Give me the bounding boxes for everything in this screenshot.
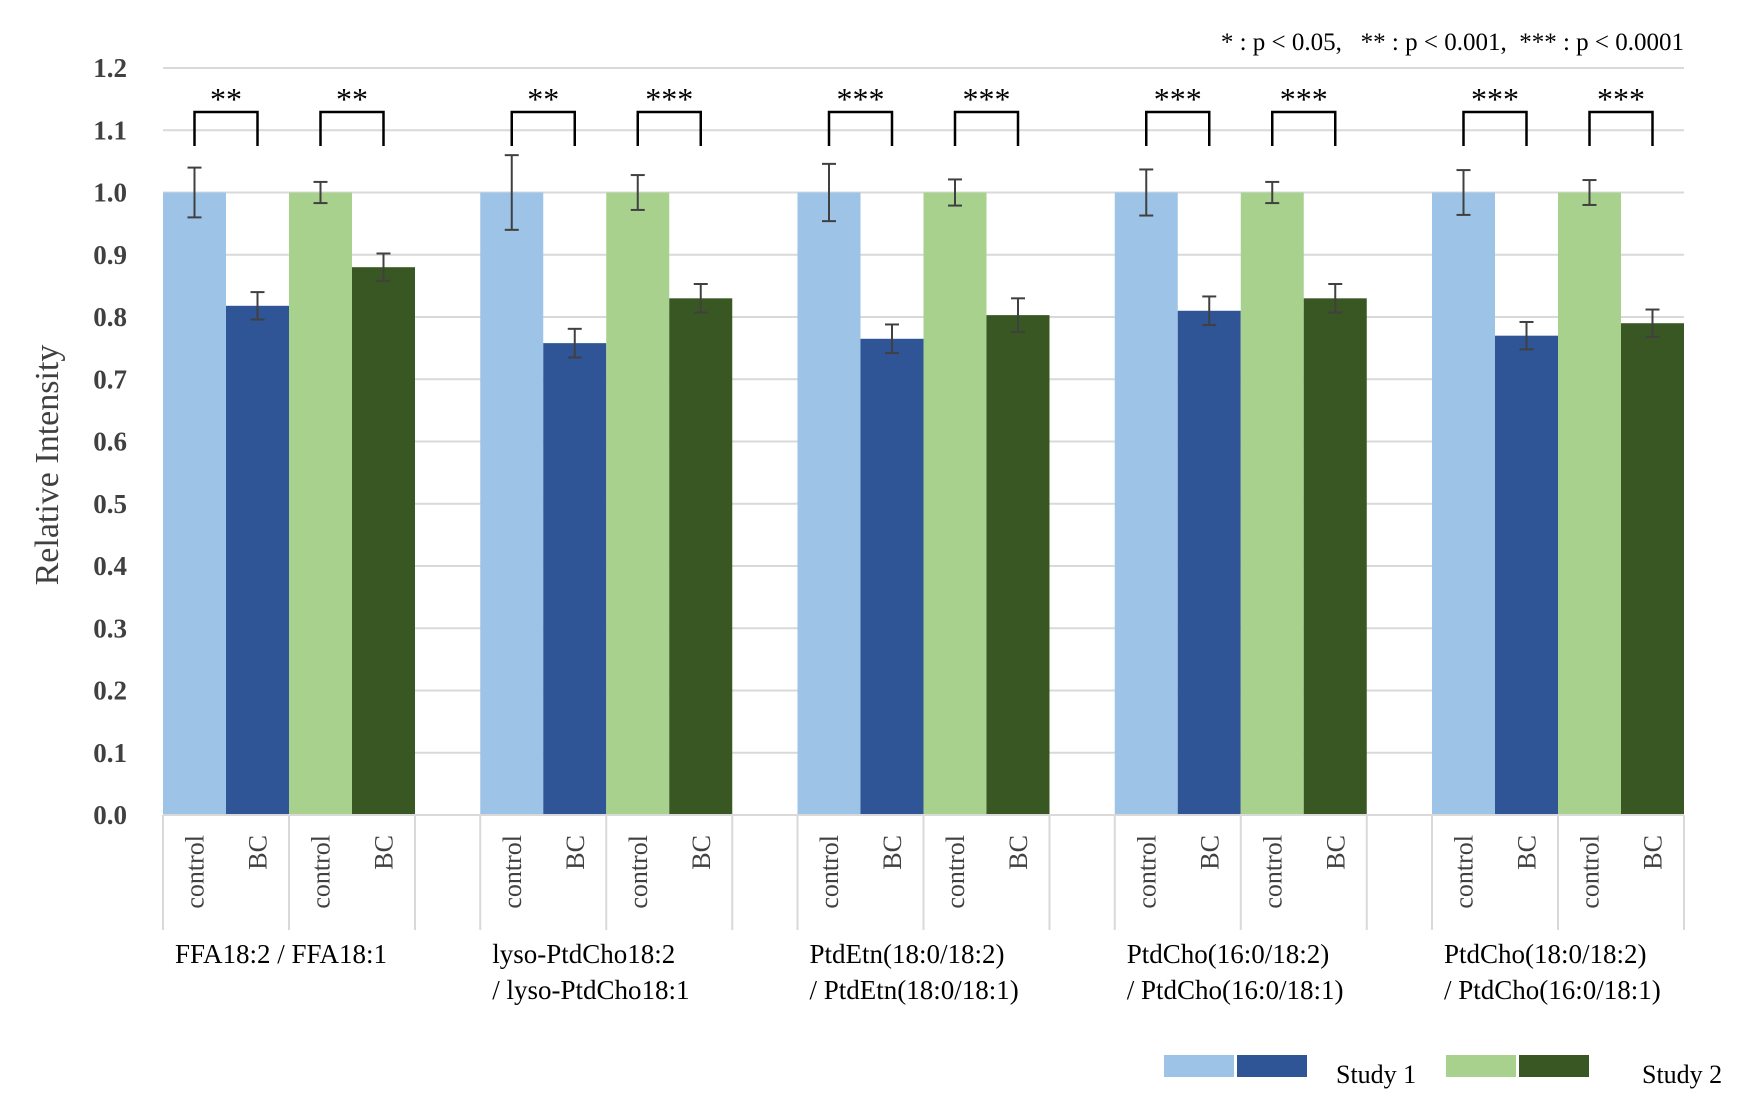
significance-bracket xyxy=(510,110,576,146)
y-tick-label: 0.6 xyxy=(93,427,127,457)
legend-swatch xyxy=(1164,1055,1234,1077)
y-tick-label: 0.5 xyxy=(93,489,127,519)
legend-swatch xyxy=(1446,1055,1516,1077)
bar xyxy=(669,298,733,815)
condition-label: BC xyxy=(1639,835,1668,870)
significance-bracket xyxy=(953,110,1020,146)
condition-label: control xyxy=(941,835,970,909)
significance-bracket xyxy=(193,110,259,146)
significance-bracket xyxy=(827,110,894,146)
p-value-note: * : p < 0.05, ** : p < 0.001, *** : p < … xyxy=(1221,29,1684,56)
legend-label: Study 1 xyxy=(1336,1060,1416,1089)
condition-label: BC xyxy=(1321,835,1350,870)
significance-label: *** xyxy=(1280,81,1328,117)
significance-label: *** xyxy=(1597,81,1645,117)
bar xyxy=(480,192,544,815)
y-tick-label: 1.2 xyxy=(93,53,127,83)
labels: 0.0 0.1 0.2 0.3 0.4 0.5 0.6 0.7 0.8 0.9 1.0 1.1 1.2 c… xyxy=(93,53,1667,1005)
condition-label: control xyxy=(181,835,210,909)
condition-label: BC xyxy=(1004,835,1033,870)
significance-bracket xyxy=(319,110,385,146)
group-label: PtdCho(16:0/18:2) xyxy=(1127,939,1330,969)
significance-label: ** xyxy=(527,81,559,117)
bar xyxy=(1303,298,1367,815)
condition-label: BC xyxy=(1195,835,1224,870)
group-label: PtdEtn(18:0/18:2) xyxy=(810,939,1005,969)
bar xyxy=(289,192,352,815)
bars xyxy=(163,192,1684,815)
significance-bracket xyxy=(1462,110,1528,146)
group-label: / PtdCho(16:0/18:1) xyxy=(1127,975,1344,1005)
significance-label: *** xyxy=(1471,81,1519,117)
legend-label: Study 2 xyxy=(1642,1060,1722,1089)
group-label: / PtdEtn(18:0/18:1) xyxy=(810,975,1019,1005)
bar xyxy=(1240,192,1304,815)
bar xyxy=(606,192,670,815)
bar xyxy=(923,192,987,815)
bar xyxy=(163,192,226,815)
bar xyxy=(1177,310,1241,815)
condition-label: control xyxy=(624,835,653,909)
significance-bracket xyxy=(636,110,702,146)
y-tick-label: 0.0 xyxy=(93,800,127,830)
group-label: PtdCho(18:0/18:2) xyxy=(1444,939,1647,969)
significance-label: *** xyxy=(837,81,885,117)
bar xyxy=(1495,335,1558,815)
axes xyxy=(162,814,1685,930)
y-tick-label: 0.2 xyxy=(93,676,127,706)
condition-label: BC xyxy=(878,835,907,870)
group-label: / PtdCho(16:0/18:1) xyxy=(1444,975,1661,1005)
group-label: / lyso-PtdCho18:1 xyxy=(492,975,689,1005)
significance-markers: ** ** ** *** *** *** *** *** *** *** xyxy=(193,81,1654,146)
legend-swatch xyxy=(1237,1055,1307,1077)
condition-label: control xyxy=(1576,835,1605,909)
bar xyxy=(1558,192,1621,815)
bar xyxy=(986,315,1050,815)
legend-swatch xyxy=(1519,1055,1589,1077)
bar xyxy=(1432,192,1495,815)
group-label: FFA18:2 / FFA18:1 xyxy=(175,939,387,969)
condition-label: control xyxy=(1450,835,1479,909)
bar xyxy=(226,305,289,815)
condition-label: BC xyxy=(561,835,590,870)
condition-label: control xyxy=(815,835,844,909)
significance-label: ** xyxy=(336,81,368,117)
significance-bracket xyxy=(1145,110,1211,146)
y-tick-label: 0.7 xyxy=(93,364,127,394)
condition-label: BC xyxy=(370,835,399,870)
significance-label: *** xyxy=(963,81,1011,117)
y-axis-label: Relative Intensity xyxy=(29,345,66,586)
condition-label: control xyxy=(1132,835,1161,909)
significance-bracket xyxy=(1588,110,1654,146)
condition-label: control xyxy=(1258,835,1287,909)
bar xyxy=(797,192,861,815)
y-tick-label: 0.3 xyxy=(93,613,127,643)
significance-bracket xyxy=(1271,110,1337,146)
bar xyxy=(543,343,607,815)
y-tick-label: 0.9 xyxy=(93,240,127,270)
bar xyxy=(860,338,924,815)
y-tick-label: 0.8 xyxy=(93,302,127,332)
condition-label: BC xyxy=(244,835,273,870)
condition-label: BC xyxy=(1513,835,1542,870)
y-tick-label: 1.0 xyxy=(93,178,127,208)
bar xyxy=(1114,192,1178,815)
legend: Study 1 Study 2 xyxy=(1164,1055,1722,1089)
y-tick-label: 1.1 xyxy=(93,115,127,145)
bar xyxy=(1621,323,1684,815)
y-tick-label: 0.1 xyxy=(93,738,127,768)
significance-label: *** xyxy=(1154,81,1202,117)
bar xyxy=(352,267,415,815)
group-label: lyso-PtdCho18:2 xyxy=(492,939,675,969)
error-bars xyxy=(187,154,1660,359)
significance-label: *** xyxy=(645,81,693,117)
significance-label: ** xyxy=(210,81,242,117)
y-tick-label: 0.4 xyxy=(93,551,127,581)
condition-label: control xyxy=(498,835,527,909)
condition-label: BC xyxy=(687,835,716,870)
condition-label: control xyxy=(307,835,336,909)
